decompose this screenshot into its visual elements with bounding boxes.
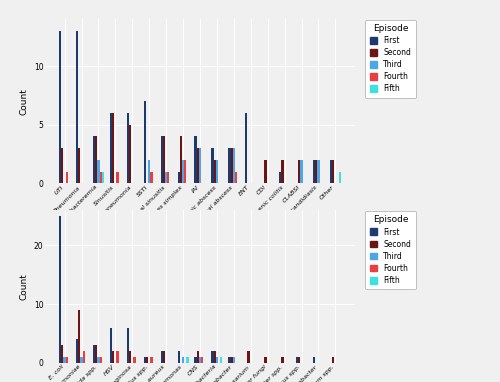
Bar bbox=[59, 216, 62, 363]
Bar bbox=[298, 160, 300, 183]
Bar bbox=[216, 160, 218, 183]
Bar bbox=[82, 351, 85, 363]
Bar bbox=[93, 345, 95, 363]
Bar bbox=[98, 160, 100, 183]
Bar bbox=[180, 136, 182, 183]
Bar bbox=[66, 357, 68, 363]
Bar bbox=[76, 31, 78, 183]
Bar bbox=[330, 160, 332, 183]
Bar bbox=[313, 160, 315, 183]
Bar bbox=[148, 160, 150, 183]
Bar bbox=[93, 136, 95, 183]
Bar bbox=[220, 357, 222, 363]
Bar bbox=[279, 172, 281, 183]
Bar bbox=[214, 160, 216, 183]
Bar bbox=[112, 351, 114, 363]
Bar bbox=[296, 357, 298, 363]
Bar bbox=[196, 148, 199, 183]
Bar bbox=[163, 351, 165, 363]
Bar bbox=[116, 172, 118, 183]
Bar bbox=[163, 136, 165, 183]
Bar bbox=[110, 113, 112, 183]
Bar bbox=[98, 357, 100, 363]
Bar bbox=[332, 357, 334, 363]
X-axis label: Infection: Infection bbox=[176, 241, 224, 251]
Bar bbox=[134, 357, 136, 363]
Bar bbox=[212, 351, 214, 363]
Bar bbox=[233, 148, 235, 183]
Bar bbox=[150, 357, 152, 363]
Y-axis label: Count: Count bbox=[20, 88, 28, 115]
Bar bbox=[196, 351, 199, 363]
Bar bbox=[194, 357, 196, 363]
Bar bbox=[199, 357, 201, 363]
Bar bbox=[298, 357, 300, 363]
Bar bbox=[178, 172, 180, 183]
Bar bbox=[199, 148, 201, 183]
Bar bbox=[315, 160, 318, 183]
Bar bbox=[282, 357, 284, 363]
Bar bbox=[165, 172, 167, 183]
Bar bbox=[194, 136, 196, 183]
Bar bbox=[228, 148, 230, 183]
Bar bbox=[300, 160, 302, 183]
Bar bbox=[146, 357, 148, 363]
Bar bbox=[66, 172, 68, 183]
Bar bbox=[144, 101, 146, 183]
Bar bbox=[282, 160, 284, 183]
Legend: First, Second, Third, Fourth, Fifth: First, Second, Third, Fourth, Fifth bbox=[365, 211, 416, 289]
Bar bbox=[248, 351, 250, 363]
Bar bbox=[332, 160, 334, 183]
Y-axis label: Count: Count bbox=[20, 273, 28, 300]
Bar bbox=[100, 357, 102, 363]
Bar bbox=[129, 125, 131, 183]
Bar bbox=[116, 351, 118, 363]
Bar bbox=[230, 357, 233, 363]
Bar bbox=[59, 31, 62, 183]
Bar bbox=[182, 160, 184, 183]
Bar bbox=[246, 113, 248, 183]
Bar bbox=[212, 148, 214, 183]
Bar bbox=[110, 328, 112, 363]
Bar bbox=[264, 160, 266, 183]
Bar bbox=[95, 345, 98, 363]
Bar bbox=[313, 357, 315, 363]
Bar bbox=[62, 345, 64, 363]
Bar bbox=[80, 357, 82, 363]
Bar bbox=[127, 328, 129, 363]
Bar bbox=[150, 172, 152, 183]
Bar bbox=[230, 148, 233, 183]
Bar bbox=[338, 172, 341, 183]
Bar bbox=[62, 148, 64, 183]
Bar bbox=[228, 357, 230, 363]
Bar bbox=[216, 357, 218, 363]
Bar bbox=[78, 148, 80, 183]
Bar bbox=[186, 357, 188, 363]
Bar bbox=[144, 357, 146, 363]
Bar bbox=[318, 160, 320, 183]
Bar bbox=[78, 310, 80, 363]
Bar bbox=[214, 351, 216, 363]
Bar bbox=[182, 357, 184, 363]
Bar bbox=[64, 357, 66, 363]
Bar bbox=[160, 351, 163, 363]
Bar bbox=[102, 172, 104, 183]
Bar bbox=[178, 351, 180, 363]
Bar bbox=[233, 357, 235, 363]
Bar bbox=[235, 172, 237, 183]
Bar bbox=[129, 351, 131, 363]
Bar bbox=[201, 357, 203, 363]
Bar bbox=[184, 160, 186, 183]
Bar bbox=[76, 339, 78, 363]
Bar bbox=[160, 136, 163, 183]
Bar bbox=[264, 357, 266, 363]
Bar bbox=[112, 113, 114, 183]
Bar bbox=[95, 136, 98, 183]
Legend: First, Second, Third, Fourth, Fifth: First, Second, Third, Fourth, Fifth bbox=[365, 19, 416, 98]
Bar bbox=[100, 172, 102, 183]
Bar bbox=[167, 172, 170, 183]
Bar bbox=[127, 113, 129, 183]
